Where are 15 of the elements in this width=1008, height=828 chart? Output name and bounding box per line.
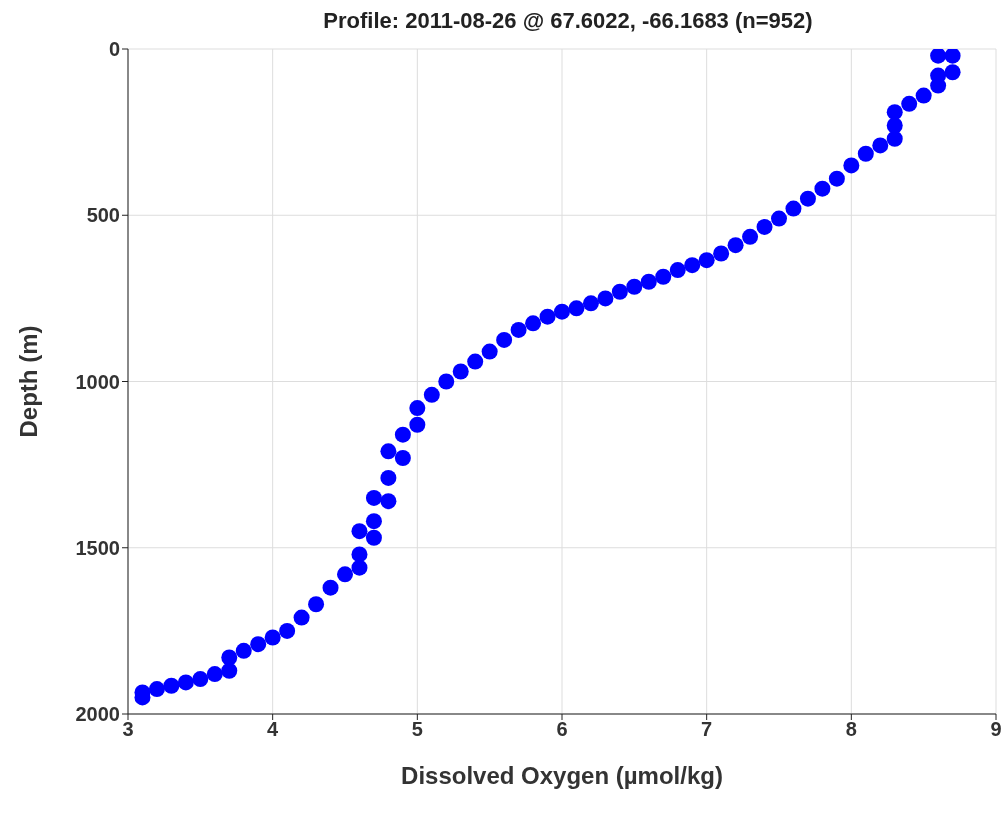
y-tick-label: 1500 — [75, 536, 120, 559]
y-tick-label: 0 — [108, 38, 120, 61]
y-tick-label: 1000 — [75, 370, 120, 393]
x-tick-label: 6 — [556, 718, 568, 741]
y-tick-label: 500 — [86, 204, 120, 227]
y-axis-title: Depth (m) — [14, 325, 42, 438]
y-tick-label: 2000 — [75, 703, 120, 726]
chart-title: Profile: 2011-08-26 @ 67.6022, -66.1683 (n=952) — [322, 8, 814, 34]
x-axis-title: Dissolved Oxygen (µmol/kg) — [401, 762, 723, 789]
x-tick-label: 9 — [990, 718, 1002, 741]
x-tick-label: 7 — [701, 718, 713, 741]
x-tick-label: 3 — [122, 718, 134, 741]
x-tick-label: 5 — [411, 718, 423, 741]
x-tick-label: 4 — [267, 718, 280, 741]
x-tick-label: 8 — [845, 718, 857, 741]
